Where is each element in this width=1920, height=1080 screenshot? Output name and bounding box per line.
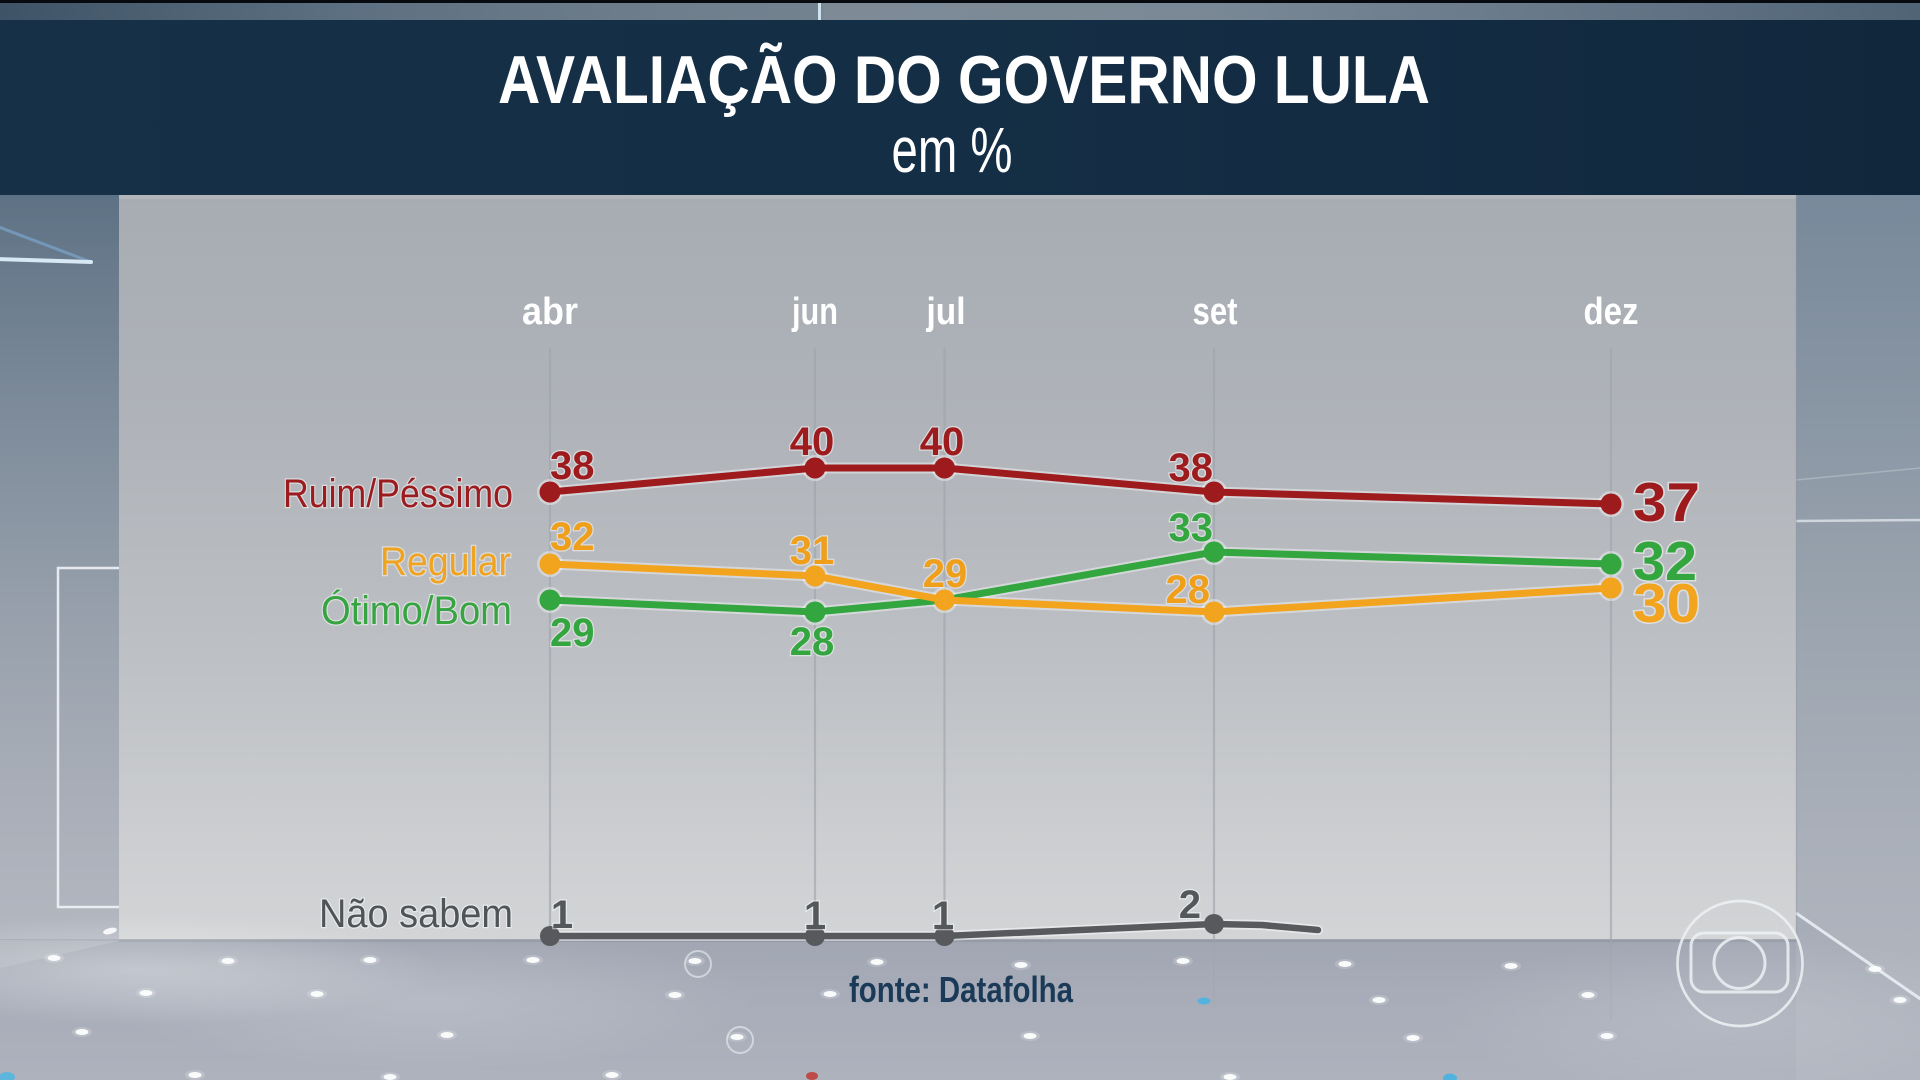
svg-text:em %: em % xyxy=(892,114,1013,186)
svg-text:1: 1 xyxy=(551,893,573,937)
svg-text:30: 30 xyxy=(1633,572,1700,634)
svg-text:Não sabem: Não sabem xyxy=(319,892,513,936)
svg-text:dez: dez xyxy=(1584,291,1639,333)
svg-text:40: 40 xyxy=(920,420,965,464)
svg-text:28: 28 xyxy=(1166,568,1211,612)
svg-text:AVALIAÇÃO DO GOVERNO LULA: AVALIAÇÃO DO GOVERNO LULA xyxy=(498,42,1430,118)
svg-text:2: 2 xyxy=(1179,883,1201,927)
svg-text:32: 32 xyxy=(1633,530,1697,592)
svg-text:31: 31 xyxy=(790,529,835,573)
svg-text:1: 1 xyxy=(932,894,954,938)
svg-text:38: 38 xyxy=(1169,446,1214,490)
svg-text:Regular: Regular xyxy=(380,540,511,584)
svg-text:fonte: Datafolha: fonte: Datafolha xyxy=(849,969,1074,1010)
svg-text:set: set xyxy=(1193,291,1238,333)
svg-text:38: 38 xyxy=(550,444,595,488)
svg-text:33: 33 xyxy=(1169,506,1214,550)
svg-text:29: 29 xyxy=(923,552,968,596)
svg-text:abr: abr xyxy=(522,291,578,333)
svg-text:32: 32 xyxy=(550,515,595,559)
svg-text:29: 29 xyxy=(550,611,595,655)
svg-text:1: 1 xyxy=(804,894,826,938)
svg-text:37: 37 xyxy=(1633,471,1700,533)
svg-text:Ótimo/Bom: Ótimo/Bom xyxy=(321,588,512,633)
svg-text:Ruim/Péssimo: Ruim/Péssimo xyxy=(283,472,513,516)
svg-text:jul: jul xyxy=(926,291,966,333)
svg-text:40: 40 xyxy=(790,420,835,464)
svg-text:28: 28 xyxy=(790,620,835,664)
svg-text:jun: jun xyxy=(791,291,838,333)
